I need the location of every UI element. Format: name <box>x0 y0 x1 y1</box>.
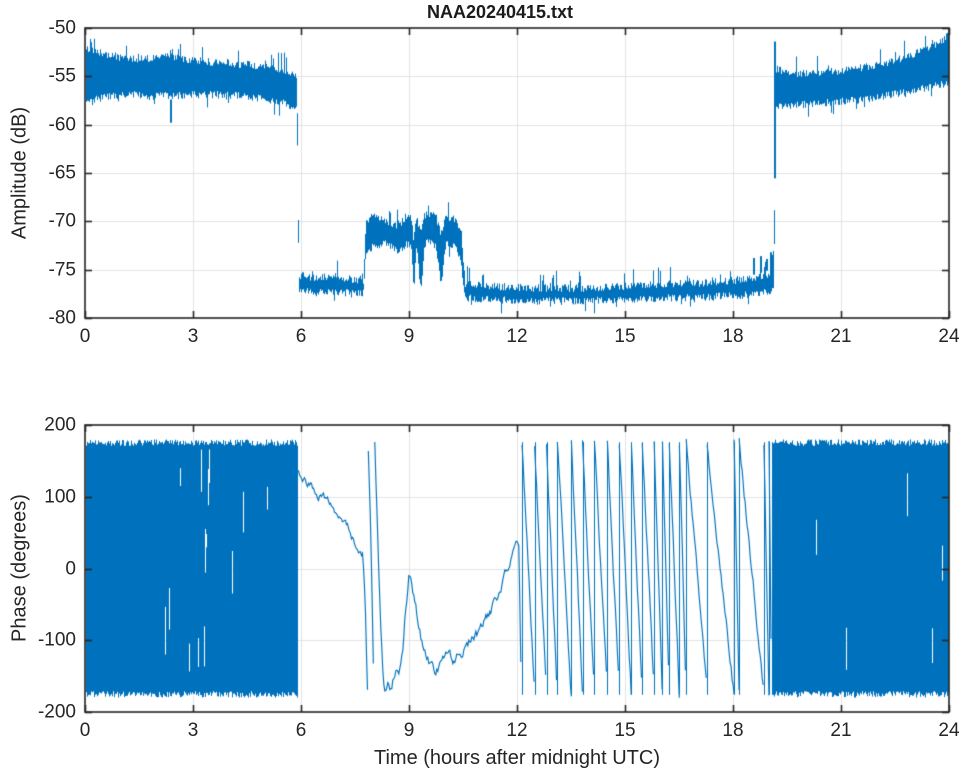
amplitude-x-tick: 21 <box>830 326 852 347</box>
phase-x-tick: 15 <box>614 720 636 741</box>
amplitude-y-tick: -55 <box>48 65 76 87</box>
amplitude-x-tick: 15 <box>614 326 636 347</box>
amplitude-x-tick: 12 <box>506 326 528 347</box>
phase-x-tick: 21 <box>830 720 852 741</box>
phase-x-tick: 3 <box>187 720 199 741</box>
phase-y-tick: -100 <box>37 629 76 651</box>
amplitude-y-tick: -80 <box>48 307 76 329</box>
phase-x-tick: 12 <box>506 720 528 741</box>
phase-y-tick: 0 <box>65 558 76 579</box>
phase-x-tick: 6 <box>295 720 307 741</box>
amplitude-x-tick: 9 <box>403 326 415 347</box>
phase-x-tick: 0 <box>79 720 91 741</box>
phase-y-tick: 100 <box>44 486 76 508</box>
phase-x-tick: 24 <box>938 720 960 741</box>
amplitude-y-tick: -50 <box>48 17 76 39</box>
amplitude-y-tick: -60 <box>48 114 76 136</box>
amplitude-y-tick: -75 <box>48 259 76 281</box>
amplitude-x-tick: 18 <box>722 326 744 347</box>
amplitude-x-tick: 24 <box>938 326 960 347</box>
amplitude-y-tick: -70 <box>48 210 76 232</box>
phase-x-tick: 9 <box>403 720 415 741</box>
amplitude-x-tick: 0 <box>79 326 91 347</box>
amplitude-x-tick: 3 <box>187 326 199 347</box>
amplitude-x-tick: 6 <box>295 326 307 347</box>
phase-y-tick: 200 <box>44 414 76 436</box>
amplitude-y-tick: -65 <box>48 162 76 184</box>
x-axis-label: Time (hours after midnight UTC) <box>374 747 660 769</box>
figure-title: NAA20240415.txt <box>426 2 574 22</box>
phase-y-tick: -200 <box>37 701 76 723</box>
phase-x-tick: 18 <box>722 720 744 741</box>
